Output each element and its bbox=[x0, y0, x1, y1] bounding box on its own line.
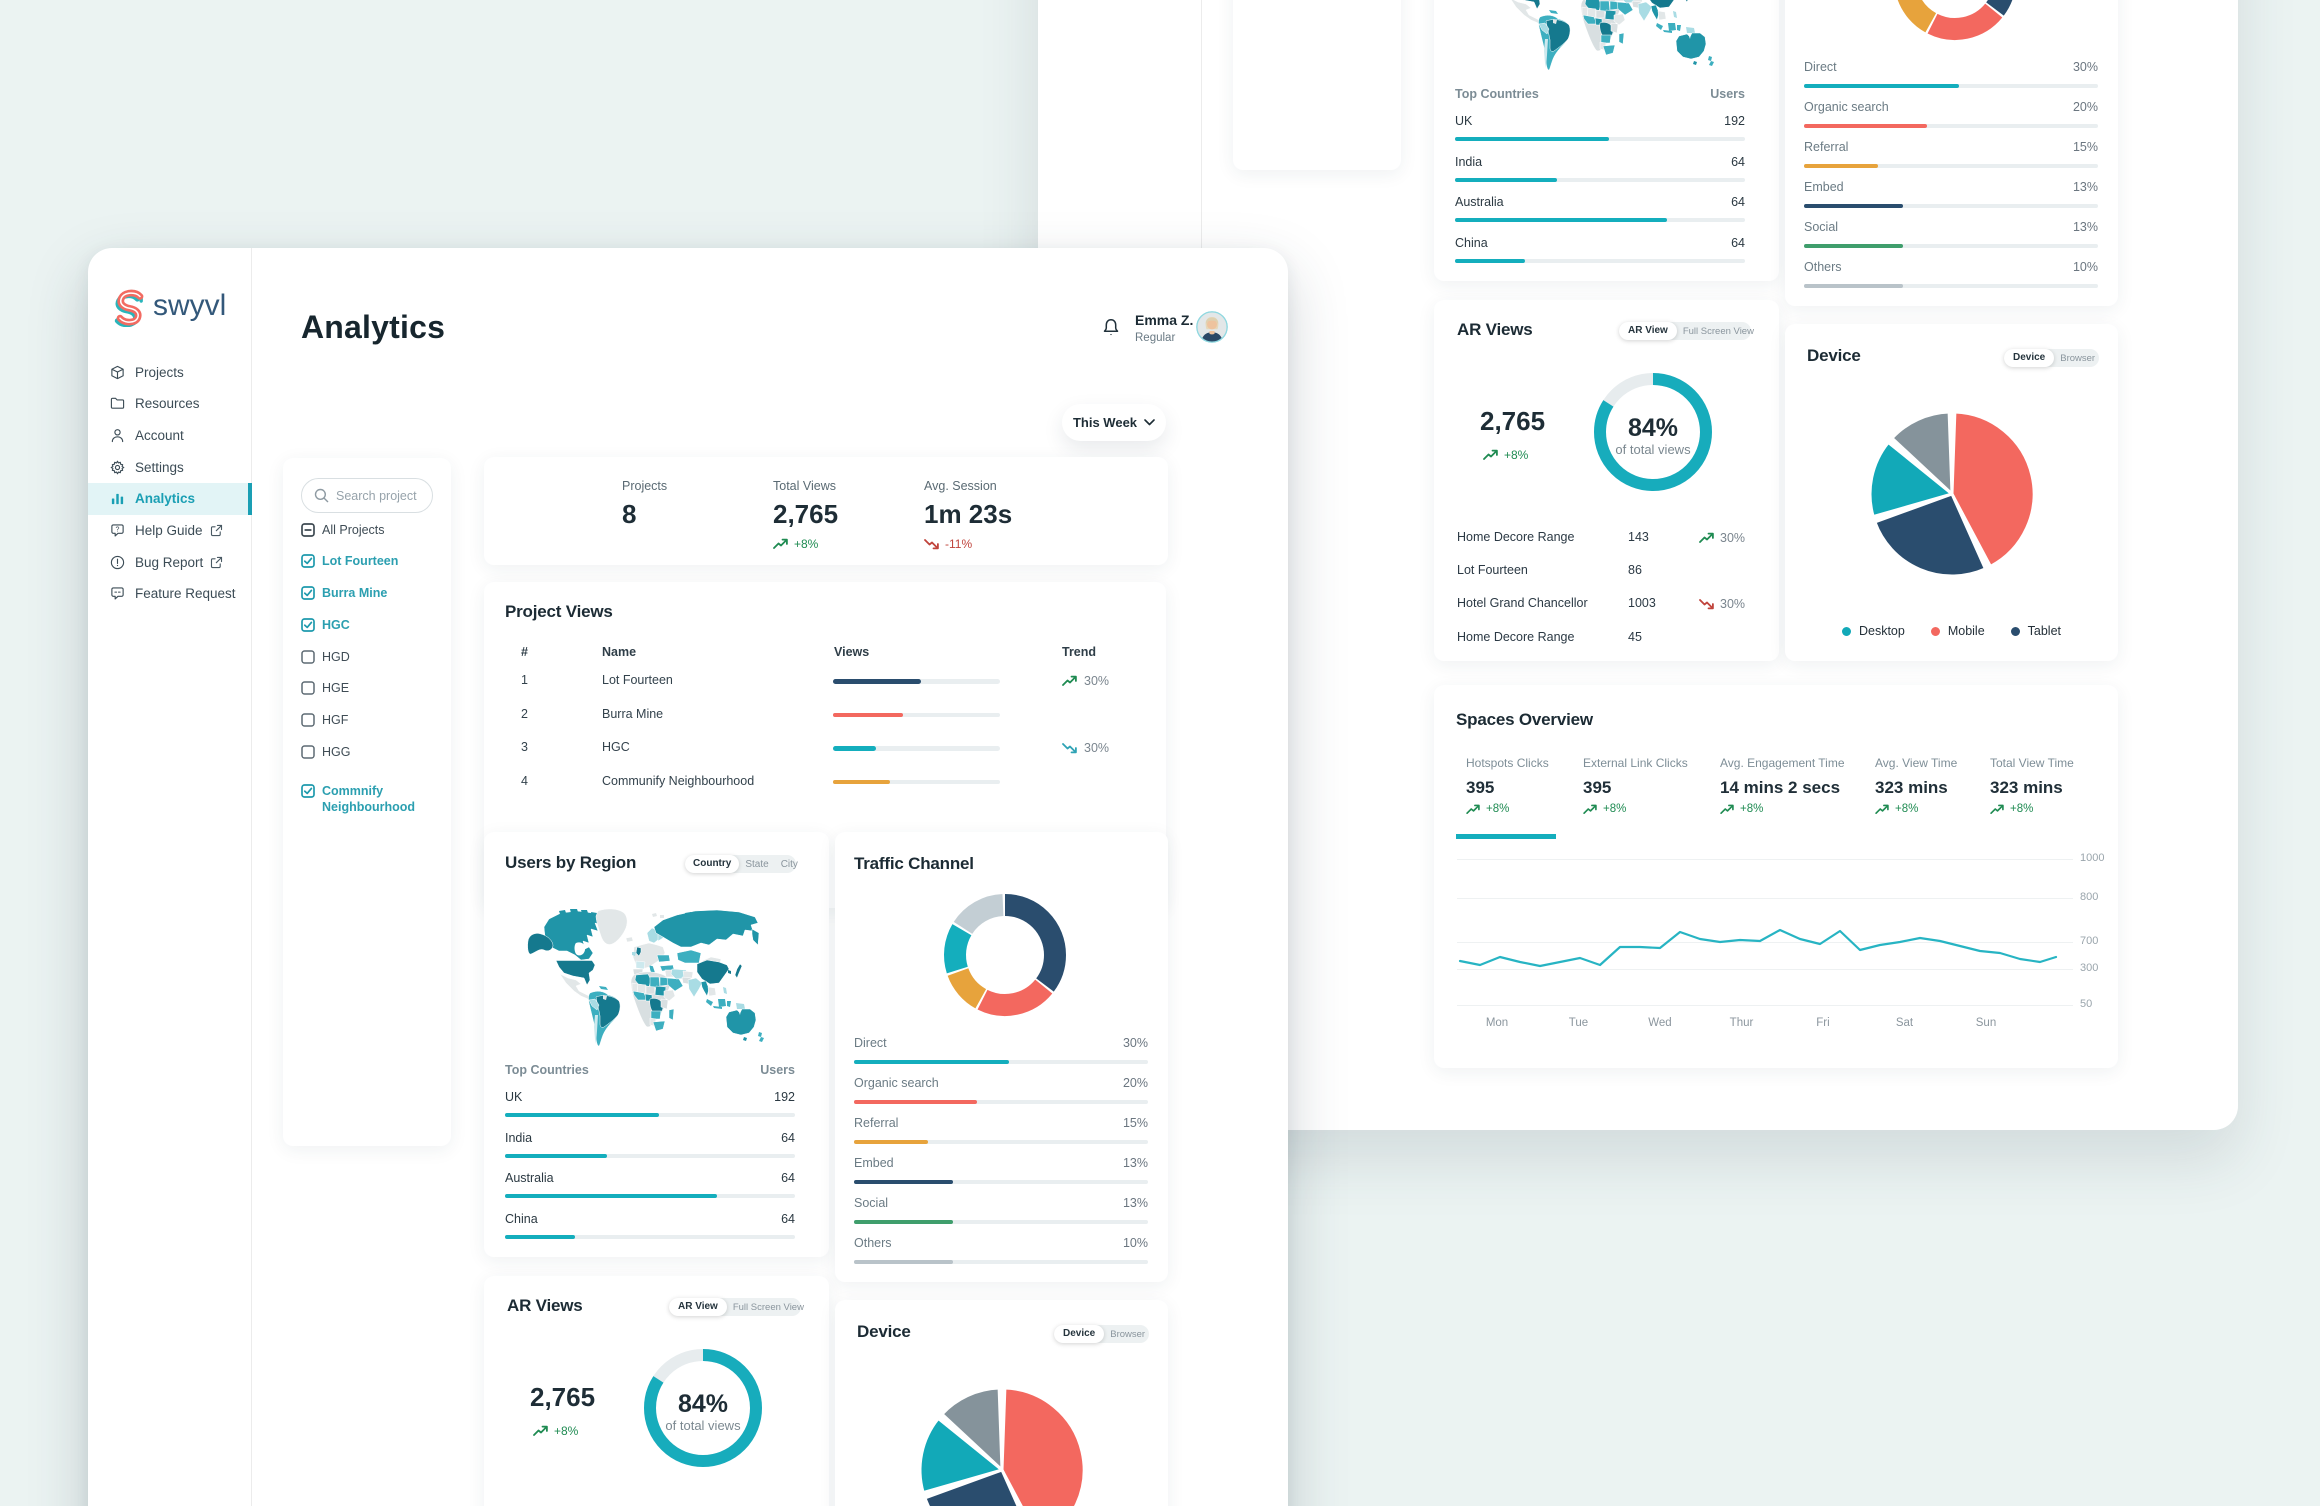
svg-text:?: ? bbox=[116, 526, 120, 533]
